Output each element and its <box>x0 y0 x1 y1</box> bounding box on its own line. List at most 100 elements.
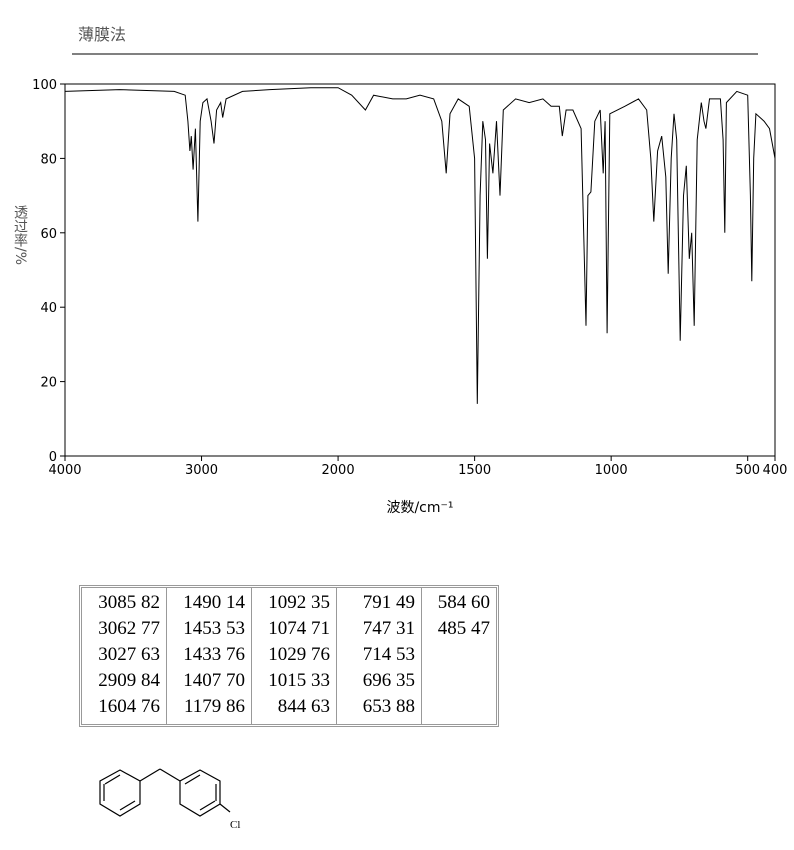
wavenumber: 1029 <box>268 644 307 665</box>
table-row: 1029 76 <box>254 644 334 670</box>
y-tick-label: 100 <box>32 78 57 93</box>
plot-frame <box>64 83 776 457</box>
wavenumber: 1015 <box>268 670 307 691</box>
transmittance: 86 <box>226 696 245 717</box>
transmittance: 53 <box>396 644 415 665</box>
table-row: 1407 70 <box>169 670 249 696</box>
wavenumber: 485 <box>437 618 467 639</box>
wavenumber: 747 <box>362 618 392 639</box>
peak-table: 3085 82 3062 77 3027 63 2909 84 1604 76 1490 … <box>79 585 499 727</box>
transmittance: 60 <box>471 592 490 613</box>
wavenumber: 1490 <box>183 592 222 613</box>
table-row: 844 63 <box>254 696 334 722</box>
y-axis-label: 透过率/% <box>12 205 28 265</box>
ring <box>179 769 221 817</box>
table-row: 791 49 <box>339 592 419 618</box>
wavenumber: 2909 <box>98 670 137 691</box>
y-tick-label: 0 <box>49 450 57 465</box>
wavenumber: 1453 <box>183 618 222 639</box>
x-axis-label: 波数/cm⁻¹ <box>386 500 453 516</box>
table-row: 1604 76 <box>84 696 164 722</box>
transmittance: 35 <box>396 670 415 691</box>
atom-label: Cl <box>230 819 240 831</box>
wavenumber: 714 <box>362 644 392 665</box>
bond <box>139 768 161 782</box>
transmittance: 63 <box>141 644 160 665</box>
transmittance: 76 <box>141 696 160 717</box>
table-row: 1490 14 <box>169 592 249 618</box>
transmittance: 47 <box>471 618 490 639</box>
x-tick-label: 2000 <box>322 463 355 478</box>
transmittance: 84 <box>141 670 160 691</box>
wavenumber: 3062 <box>98 618 137 639</box>
structure: Cl <box>99 768 240 831</box>
wavenumber: 1407 <box>183 670 222 691</box>
table-row: 1074 71 <box>254 618 334 644</box>
x-tick-label: 3000 <box>185 463 218 478</box>
transmittance: 63 <box>311 696 330 717</box>
table-row: 1433 76 <box>169 644 249 670</box>
transmittance: 49 <box>396 592 415 613</box>
table-row: 3027 63 <box>84 644 164 670</box>
wavenumber: 3027 <box>98 644 137 665</box>
wavenumber: 844 <box>277 696 307 717</box>
wavenumber: 791 <box>362 592 392 613</box>
y-tick-label: 60 <box>40 227 57 242</box>
wavenumber: 1604 <box>98 696 137 717</box>
x-tick-label: 1000 <box>595 463 628 478</box>
wavenumber: 1074 <box>268 618 307 639</box>
table-column: 3085 82 3062 77 3027 63 2909 84 1604 76 <box>82 588 167 724</box>
table-row: 1015 33 <box>254 670 334 696</box>
table-row: 2909 84 <box>84 670 164 696</box>
x-tick-label: 4000 <box>48 463 81 478</box>
bond <box>219 803 231 813</box>
wavenumber: 3085 <box>98 592 137 613</box>
transmittance: 88 <box>396 696 415 717</box>
table-row: 1179 86 <box>169 696 249 722</box>
table-row: 3062 77 <box>84 618 164 644</box>
table-row: 1092 35 <box>254 592 334 618</box>
table-row: 1453 53 <box>169 618 249 644</box>
table-column: 1490 14 1453 53 1433 76 1407 70 1179 86 <box>167 588 252 724</box>
ring <box>99 769 141 817</box>
wavenumber: 653 <box>362 696 392 717</box>
transmittance: 53 <box>226 618 245 639</box>
bond <box>104 774 121 785</box>
table-row: 696 35 <box>339 670 419 696</box>
transmittance: 82 <box>141 592 160 613</box>
transmittance: 33 <box>311 670 330 691</box>
y-tick-label: 40 <box>40 301 57 316</box>
transmittance: 35 <box>311 592 330 613</box>
wavenumber: 696 <box>362 670 392 691</box>
bond <box>119 800 136 811</box>
table-row: 3085 82 <box>84 592 164 618</box>
transmittance: 71 <box>311 618 330 639</box>
bond <box>184 774 201 785</box>
x-tick-label: 1500 <box>458 463 491 478</box>
x-tick-label: 400 <box>763 463 788 478</box>
table-column: 791 49 747 31 714 53 696 35 653 88 <box>337 588 422 724</box>
table-row: 584 60 <box>424 592 494 618</box>
table-row: 485 47 <box>424 618 494 644</box>
spectrum-line <box>64 87 776 404</box>
wavenumber: 1179 <box>183 696 222 717</box>
x-tick-label: 500 <box>735 463 760 478</box>
transmittance: 31 <box>396 618 415 639</box>
table-column: 584 60 485 47 <box>422 588 496 724</box>
transmittance: 14 <box>226 592 245 613</box>
chart-title: 薄膜法 <box>78 25 126 44</box>
bond <box>159 768 181 782</box>
table-row: 653 88 <box>339 696 419 722</box>
chart: 薄膜法 波数/cm⁻¹ 透过率/% 0 20 40 60 80 100 4000 3000 20… <box>12 25 788 516</box>
wavenumber: 584 <box>437 592 467 613</box>
y-tick-label: 80 <box>40 152 57 167</box>
table-row: 747 31 <box>339 618 419 644</box>
transmittance: 70 <box>226 670 245 691</box>
bond <box>199 800 216 811</box>
y-tick-label: 20 <box>40 376 57 391</box>
table-row: 714 53 <box>339 644 419 670</box>
wavenumber: 1092 <box>268 592 307 613</box>
wavenumber: 1433 <box>183 644 222 665</box>
transmittance: 76 <box>226 644 245 665</box>
